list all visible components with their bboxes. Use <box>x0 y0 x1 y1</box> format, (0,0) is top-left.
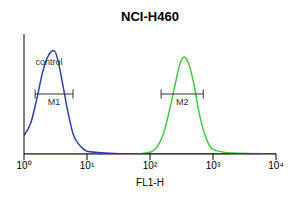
svg-text:control: control <box>36 57 63 67</box>
svg-text:10⁰: 10⁰ <box>16 160 31 171</box>
svg-text:10¹: 10¹ <box>80 160 95 171</box>
svg-text:M2: M2 <box>176 97 189 107</box>
svg-text:10⁴: 10⁴ <box>268 160 283 171</box>
svg-text:10²: 10² <box>143 160 158 171</box>
svg-text:FL1-H: FL1-H <box>136 177 164 188</box>
svg-text:M1: M1 <box>48 97 61 107</box>
html-text:NCI-H460: NCI-H460 <box>121 9 179 24</box>
svg-text:10³: 10³ <box>206 160 221 171</box>
